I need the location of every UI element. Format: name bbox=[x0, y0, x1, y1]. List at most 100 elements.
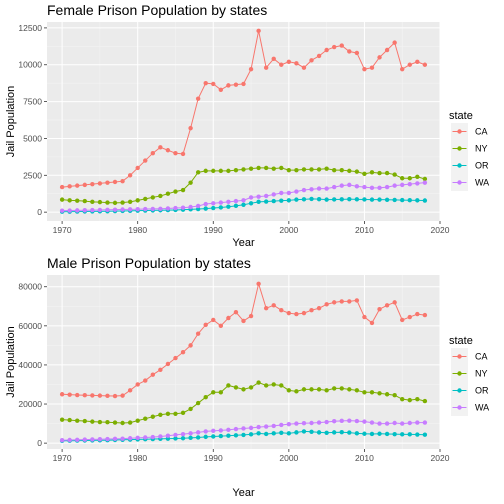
legend-label-ny: NY bbox=[475, 369, 488, 379]
data-point-ny bbox=[180, 410, 186, 416]
data-point-or bbox=[226, 204, 231, 209]
x-tick-label: 2010 bbox=[355, 225, 374, 235]
data-point-ca bbox=[150, 150, 156, 156]
data-point-or bbox=[407, 198, 412, 203]
x-tick-label: 1970 bbox=[53, 453, 72, 463]
data-point-ca bbox=[415, 311, 420, 317]
data-point-wa bbox=[135, 435, 140, 441]
legend-label-ca: CA bbox=[475, 352, 488, 362]
data-point-wa bbox=[150, 434, 156, 440]
data-point-wa bbox=[294, 421, 299, 426]
data-point-ny bbox=[59, 417, 65, 422]
data-point-wa bbox=[256, 424, 261, 430]
data-point-ca bbox=[112, 393, 118, 399]
data-point-or bbox=[218, 433, 224, 439]
data-point-or bbox=[203, 206, 208, 211]
data-point-ca bbox=[248, 313, 254, 319]
data-point-wa bbox=[203, 201, 208, 207]
data-point-wa bbox=[263, 424, 269, 429]
data-point-ca bbox=[143, 378, 148, 383]
series-points bbox=[59, 28, 428, 214]
data-point-or bbox=[271, 431, 276, 436]
data-point-ca bbox=[377, 307, 382, 312]
data-point-ny bbox=[188, 180, 193, 185]
data-point-ca bbox=[392, 40, 397, 45]
data-point-ca bbox=[226, 315, 231, 321]
data-point-wa bbox=[233, 198, 239, 204]
y-tick-label: 60000 bbox=[18, 321, 42, 331]
data-point-ny bbox=[180, 187, 186, 193]
axis-ticks: 1970 1980 1990 2000 2010 2020 0 2500 5000 7500 100… bbox=[18, 23, 449, 235]
data-point-ca bbox=[67, 184, 72, 189]
chart-title: Male Prison Population by states bbox=[47, 255, 251, 271]
data-point-or bbox=[377, 197, 382, 202]
data-point-or bbox=[173, 436, 178, 441]
data-point-wa bbox=[324, 186, 329, 191]
x-tick-label: 2020 bbox=[431, 453, 450, 463]
data-point-ny bbox=[59, 197, 65, 202]
data-point-wa bbox=[75, 208, 80, 213]
data-point-or bbox=[301, 429, 307, 434]
x-axis-label: Year bbox=[232, 237, 255, 249]
x-tick-label: 1990 bbox=[204, 453, 223, 463]
data-point-ny bbox=[105, 200, 110, 205]
data-point-or bbox=[256, 199, 261, 205]
data-point-ca bbox=[286, 59, 292, 64]
data-point-ca bbox=[347, 299, 352, 304]
data-point-wa bbox=[392, 183, 397, 188]
data-point-ca bbox=[59, 184, 65, 190]
data-point-ny bbox=[309, 387, 314, 392]
data-point-ny bbox=[165, 191, 171, 196]
data-point-or bbox=[422, 198, 428, 203]
data-point-or bbox=[316, 430, 322, 435]
data-point-wa bbox=[165, 433, 171, 438]
data-point-ca bbox=[233, 82, 239, 87]
data-point-wa bbox=[188, 204, 193, 210]
data-point-ca bbox=[331, 44, 337, 50]
axis-ticks: 1970 1980 1990 2000 2010 2020 0 20000 40000 60000… bbox=[18, 282, 449, 463]
data-point-ny bbox=[97, 199, 103, 205]
data-point-ny bbox=[369, 390, 375, 395]
data-point-or bbox=[241, 202, 246, 207]
data-point-or bbox=[301, 197, 307, 202]
data-point-wa bbox=[331, 419, 337, 424]
data-point-wa bbox=[180, 205, 186, 210]
data-point-ca bbox=[241, 81, 246, 87]
data-point-wa bbox=[59, 438, 65, 443]
data-point-ny bbox=[422, 398, 428, 404]
data-point-wa bbox=[347, 418, 352, 423]
data-point-wa bbox=[309, 187, 314, 192]
data-point-ny bbox=[248, 385, 254, 390]
data-point-ny bbox=[82, 418, 87, 424]
legend-marker bbox=[457, 354, 462, 359]
data-point-ny bbox=[331, 386, 337, 391]
data-point-or bbox=[384, 197, 390, 202]
data-point-ny bbox=[143, 416, 148, 421]
data-point-wa bbox=[369, 185, 375, 191]
data-point-ny bbox=[271, 382, 276, 387]
data-point-ca bbox=[279, 62, 284, 67]
data-point-ny bbox=[75, 418, 80, 423]
data-point-wa bbox=[120, 436, 125, 441]
data-point-ny bbox=[377, 391, 382, 396]
legend-marker bbox=[457, 180, 462, 185]
data-point-ny bbox=[233, 385, 239, 390]
data-point-ny bbox=[67, 417, 72, 423]
data-point-ny bbox=[226, 168, 231, 174]
data-point-ca bbox=[90, 393, 95, 398]
data-point-or bbox=[415, 198, 420, 203]
data-point-or bbox=[347, 196, 352, 202]
data-point-wa bbox=[67, 437, 72, 443]
data-point-wa bbox=[384, 421, 390, 426]
data-point-ny bbox=[301, 387, 307, 392]
data-point-or bbox=[392, 197, 397, 203]
data-point-ca bbox=[384, 303, 390, 308]
data-point-ny bbox=[218, 390, 224, 395]
data-point-ca bbox=[286, 310, 292, 316]
data-point-or bbox=[354, 197, 360, 202]
data-point-ny bbox=[309, 167, 314, 172]
data-point-wa bbox=[226, 427, 231, 433]
data-point-wa bbox=[173, 432, 178, 438]
data-point-wa bbox=[97, 437, 103, 442]
data-point-wa bbox=[150, 206, 156, 212]
